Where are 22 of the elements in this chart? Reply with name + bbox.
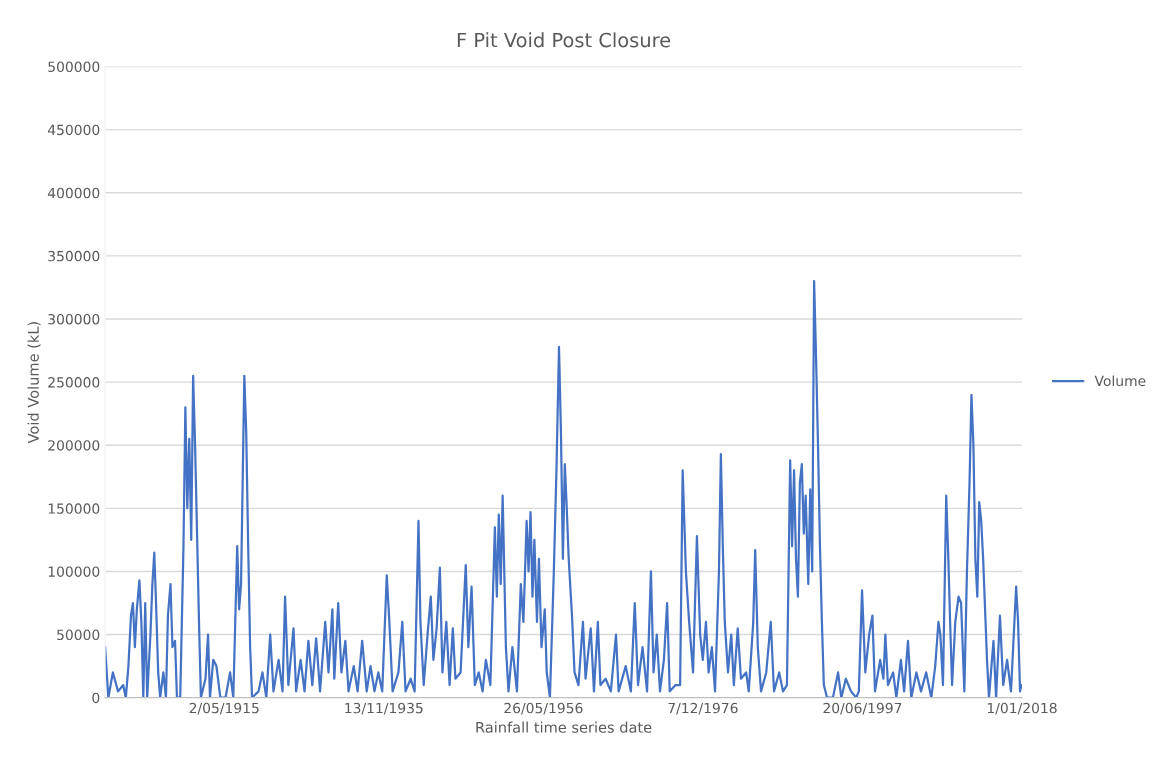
y-tick-label: 500000 bbox=[48, 61, 100, 73]
y-tick-label: 50000 bbox=[57, 629, 100, 641]
x-axis-title: Rainfall time series date bbox=[476, 721, 652, 733]
chart-title: F Pit Void Post Closure bbox=[457, 32, 671, 48]
line-series bbox=[105, 280, 1022, 698]
y-tick-label: 200000 bbox=[48, 440, 100, 451]
y-tick-label: 150000 bbox=[48, 503, 100, 514]
y-tick-label: 100000 bbox=[48, 566, 100, 577]
x-tick-label: 7/12/1976 bbox=[668, 702, 738, 715]
y-axis-title: Void Volume (kL) bbox=[27, 322, 41, 444]
y-tick-label: 350000 bbox=[48, 250, 100, 262]
x-tick-label: 13/11/1935 bbox=[345, 702, 423, 715]
x-tick-label: 2/05/1915 bbox=[189, 702, 259, 715]
y-tick-label: 400000 bbox=[47, 187, 100, 199]
legend-label: Volume bbox=[1094, 375, 1146, 387]
y-tick-label: 0 bbox=[92, 692, 100, 704]
y-tick-label: 250000 bbox=[48, 377, 100, 388]
x-tick-label: 20/06/1997 bbox=[823, 702, 902, 715]
y-tick-label: 450000 bbox=[47, 124, 100, 136]
x-tick-label: 1/01/2018 bbox=[987, 702, 1057, 715]
x-tick-label: 26/05/1956 bbox=[504, 702, 583, 715]
y-tick-label: 300000 bbox=[48, 313, 100, 325]
